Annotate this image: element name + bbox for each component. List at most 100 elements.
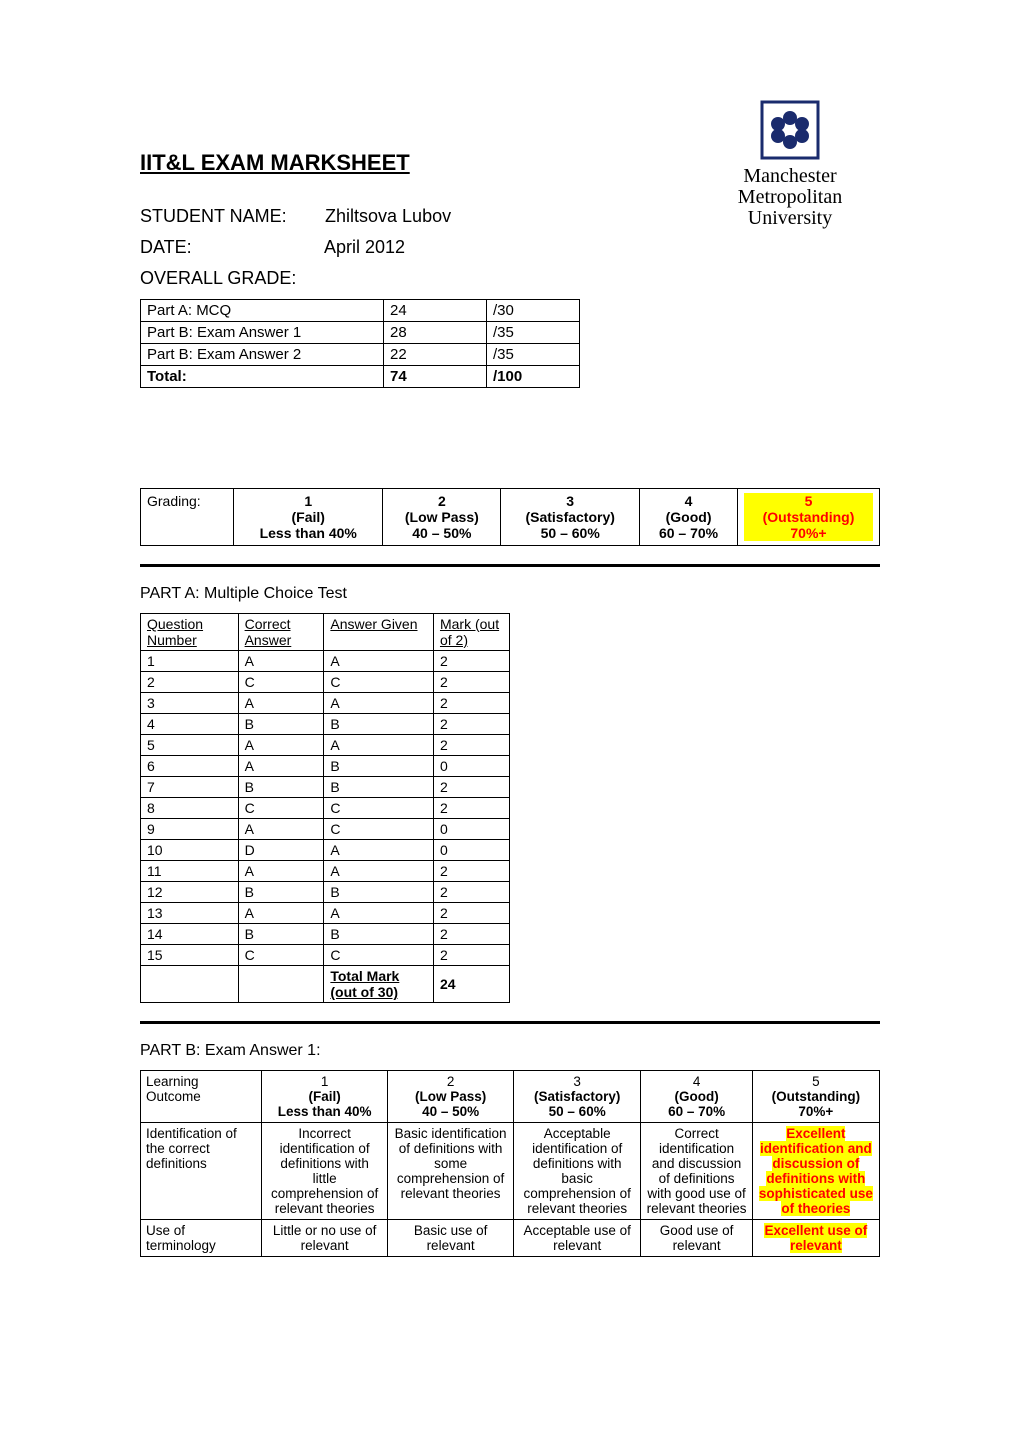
summary-outof: /30	[487, 300, 580, 322]
grading-lbl: (Outstanding)	[744, 509, 873, 525]
rubric-cell: Excellent use of relevant	[752, 1220, 879, 1257]
mcq-q: 8	[141, 798, 239, 819]
rubric-cell: Incorrect identification of definitions …	[262, 1123, 388, 1220]
divider	[140, 1021, 880, 1024]
mcq-total-row: Total Mark (out of 30)24	[141, 966, 510, 1003]
mcq-mark: 2	[433, 777, 509, 798]
logo-line3: University	[748, 207, 832, 229]
page: Manchester Metropolitan University IIT&L…	[0, 0, 1020, 1443]
rubric-lo-header: Learning Outcome	[141, 1071, 262, 1123]
mcq-col-correct: Correct Answer	[238, 614, 324, 651]
rubric-cell: Basic use of relevant	[388, 1220, 514, 1257]
mcq-q: 13	[141, 903, 239, 924]
mcq-correct: B	[238, 924, 324, 945]
rubric-hdr-lbl: (Outstanding)	[758, 1089, 874, 1104]
rubric-lo: Use of terminology	[141, 1220, 262, 1257]
rubric-col-header: 4(Good)60 – 70%	[641, 1071, 752, 1123]
summary-score: 24	[384, 300, 487, 322]
mcq-row: 11AA2	[141, 861, 510, 882]
logo-line2: Metropolitan	[738, 186, 842, 208]
summary-row: Part B: Exam Answer 222/35	[141, 344, 580, 366]
rubric-hdr-rng: Less than 40%	[267, 1104, 382, 1119]
summary-score: 28	[384, 322, 487, 344]
mcq-given: B	[324, 924, 434, 945]
rubric-hdr-lbl: (Fail)	[267, 1089, 382, 1104]
rubric-lo: Identification of the correct definition…	[141, 1123, 262, 1220]
date-row: DATE: April 2012	[140, 237, 880, 258]
mcq-q: 3	[141, 693, 239, 714]
overall-grade-label: OVERALL GRADE:	[140, 268, 320, 289]
rubric-hdr-num: 1	[267, 1074, 382, 1089]
mcq-correct: A	[238, 819, 324, 840]
score-summary-table: Part A: MCQ24/30Part B: Exam Answer 128/…	[140, 299, 580, 388]
mcq-row: 14BB2	[141, 924, 510, 945]
mcq-col-question: Question Number	[141, 614, 239, 651]
grading-lbl: (Satisfactory)	[507, 509, 633, 525]
mcq-mark: 2	[433, 672, 509, 693]
mcq-mark: 2	[433, 945, 509, 966]
mcq-given: C	[324, 819, 434, 840]
summary-row: Part B: Exam Answer 128/35	[141, 322, 580, 344]
grading-rng: 60 – 70%	[646, 525, 731, 541]
rubric-cell: Basic identification of definitions with…	[388, 1123, 514, 1220]
mcq-correct: C	[238, 672, 324, 693]
mcq-correct: A	[238, 735, 324, 756]
grading-lbl: (Good)	[646, 509, 731, 525]
summary-label: Part A: MCQ	[141, 300, 384, 322]
mcq-given: B	[324, 714, 434, 735]
mcq-mark: 2	[433, 714, 509, 735]
summary-total-outof: /100	[487, 366, 580, 388]
grading-label: Grading:	[141, 489, 234, 546]
mcq-total-value: 24	[433, 966, 509, 1003]
summary-total-label: Total:	[141, 366, 384, 388]
grading-col: 5(Outstanding)70%+	[737, 489, 879, 546]
mcq-mark: 0	[433, 756, 509, 777]
student-name-label: STUDENT NAME:	[140, 206, 320, 227]
rubric-cell: Good use of relevant	[641, 1220, 752, 1257]
rubric-hdr-num: 3	[519, 1074, 636, 1089]
overall-grade-row: OVERALL GRADE:	[140, 268, 880, 289]
grading-lbl: (Low Pass)	[389, 509, 494, 525]
mcq-row: 3AA2	[141, 693, 510, 714]
summary-total-score: 74	[384, 366, 487, 388]
grading-rng: 50 – 60%	[507, 525, 633, 541]
mcq-total-label: Total Mark (out of 30)	[324, 966, 434, 1003]
rubric-row: Use of terminologyLittle or no use of re…	[141, 1220, 880, 1257]
rubric-col-header: 2(Low Pass)40 – 50%	[388, 1071, 514, 1123]
rubric-hdr-lbl: (Satisfactory)	[519, 1089, 636, 1104]
mcq-mark: 2	[433, 903, 509, 924]
date-value: April 2012	[324, 237, 405, 257]
mcq-correct: B	[238, 777, 324, 798]
mcq-mark: 2	[433, 798, 509, 819]
mcq-q: 1	[141, 651, 239, 672]
mcq-correct: C	[238, 798, 324, 819]
grading-num: 2	[389, 493, 494, 509]
mcq-mark: 2	[433, 735, 509, 756]
mcq-q: 2	[141, 672, 239, 693]
grading-rng: Less than 40%	[240, 525, 376, 541]
grading-num: 5	[744, 493, 873, 509]
mcq-given: A	[324, 735, 434, 756]
mcq-col-mark: Mark (out of 2)	[433, 614, 509, 651]
grading-col: 1(Fail)Less than 40%	[234, 489, 383, 546]
summary-total-row: Total:74/100	[141, 366, 580, 388]
logo-text: Manchester Metropolitan University	[710, 166, 870, 229]
mcq-q: 15	[141, 945, 239, 966]
mcq-row: 6AB0	[141, 756, 510, 777]
grading-num: 1	[240, 493, 376, 509]
mcq-mark: 2	[433, 693, 509, 714]
mcq-row: 12BB2	[141, 882, 510, 903]
mcq-correct: A	[238, 756, 324, 777]
mcq-correct: A	[238, 651, 324, 672]
rubric-col-header: 1(Fail)Less than 40%	[262, 1071, 388, 1123]
summary-score: 22	[384, 344, 487, 366]
grading-col: 3(Satisfactory)50 – 60%	[501, 489, 640, 546]
rubric-cell-text: Excellent identification and discussion …	[759, 1126, 873, 1216]
rubric-hdr-rng: 60 – 70%	[646, 1104, 746, 1119]
mcq-correct: D	[238, 840, 324, 861]
rubric-hdr-num: 2	[393, 1074, 508, 1089]
mcq-q: 6	[141, 756, 239, 777]
mcq-correct: A	[238, 861, 324, 882]
summary-label: Part B: Exam Answer 2	[141, 344, 384, 366]
mcq-q: 7	[141, 777, 239, 798]
